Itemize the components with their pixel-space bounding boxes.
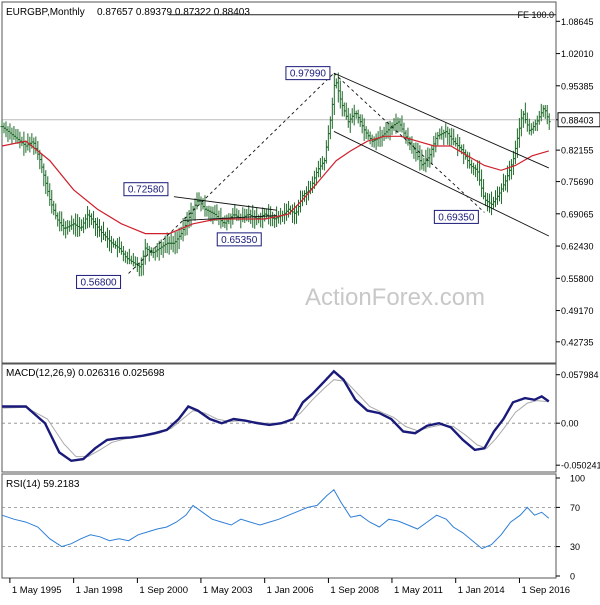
price-tick-label: 1.02010 — [561, 49, 594, 59]
x-tick-label: 1 May 2011 — [394, 585, 443, 596]
trend-line — [333, 131, 550, 237]
price-annotation-label: 0.56800 — [80, 277, 117, 288]
x-tick-label: 1 Jan 2006 — [267, 585, 314, 596]
price-annotation-box — [285, 66, 331, 81]
macd-line — [2, 369, 550, 463]
axes: 1.08645 1.02010 0.95385 0.88403 0.82155 0.756… — [9, 17, 600, 596]
macd-signal-line — [1, 379, 549, 458]
trend-line — [173, 196, 277, 211]
ohlc-values: 0.87657 0.89379 0.87322 0.88403 — [97, 7, 250, 18]
trend-line — [333, 72, 550, 169]
price-annotation-label: 0.72580 — [128, 185, 165, 196]
current-price-box — [557, 112, 600, 128]
price-tick-label: 0.62430 — [561, 242, 594, 252]
rsi-tick-label: 70 — [570, 503, 580, 513]
rsi-panel-frame — [1, 473, 557, 579]
macd-panel-frame — [1, 363, 557, 473]
price-annotation-label: 0.69350 — [438, 212, 475, 223]
price-plot: 0.97990 0.72580 0.65350 0.56800 0.69350 — [0, 14, 556, 289]
watermark: ActionForex.com — [305, 284, 485, 311]
price-annotation-box — [76, 274, 122, 289]
price-tick-label: 0.82155 — [561, 146, 594, 156]
rsi-plot — [1, 489, 556, 550]
x-tick-label: 1 May 1995 — [12, 585, 62, 596]
price-tick-label: 0.49170 — [561, 306, 594, 316]
rsi-tick-label: 0 — [570, 572, 575, 582]
price-tick-label: 1.08645 — [561, 17, 594, 27]
rsi-line — [1, 489, 550, 550]
price-panel-frame — [1, 1, 557, 364]
x-tick-label: 1 Jan 1998 — [76, 585, 123, 596]
rsi-tick-label: 30 — [570, 542, 580, 552]
price-annotation-label: 0.97990 — [290, 69, 327, 80]
rsi-tick-label: 100 — [570, 474, 585, 484]
x-tick-label: 1 Jan 2014 — [458, 585, 505, 596]
price-tick-label: 0.75690 — [561, 177, 594, 187]
macd-tick-label: 0.00 — [561, 419, 579, 429]
price-annotation-box — [216, 232, 262, 247]
symbol-label: EURGBP,Monthly — [6, 7, 85, 18]
x-tick-label: 1 Sep 2000 — [139, 585, 188, 596]
rsi-title: RSI(14) 59.2183 — [6, 479, 80, 490]
x-tick-label: 1 May 2003 — [203, 585, 253, 596]
price-tick-label: 0.88403 — [561, 115, 594, 125]
macd-title: MACD(12,26,9) 0.026316 0.025698 — [6, 368, 165, 379]
macd-plot — [1, 369, 556, 463]
price-tick-label: 0.69065 — [561, 209, 594, 219]
moving-average-line — [1, 135, 549, 235]
x-tick-label: 1 Sep 2016 — [521, 585, 570, 596]
price-tick-label: 0.55800 — [561, 274, 594, 284]
price-annotation-label: 0.65350 — [221, 235, 258, 246]
macd-tick-label: -0.050241 — [561, 461, 600, 471]
dashed-trend-line — [333, 72, 485, 213]
trend-line — [183, 215, 277, 221]
price-annotation-box — [123, 182, 169, 197]
price-tick-label: 0.42735 — [561, 337, 594, 347]
price-tick-label: 0.95385 — [561, 81, 594, 91]
price-annotation-box — [433, 209, 479, 224]
x-tick-label: 1 Sep 2008 — [330, 585, 379, 596]
macd-tick-label: 0.057984 — [561, 370, 599, 380]
